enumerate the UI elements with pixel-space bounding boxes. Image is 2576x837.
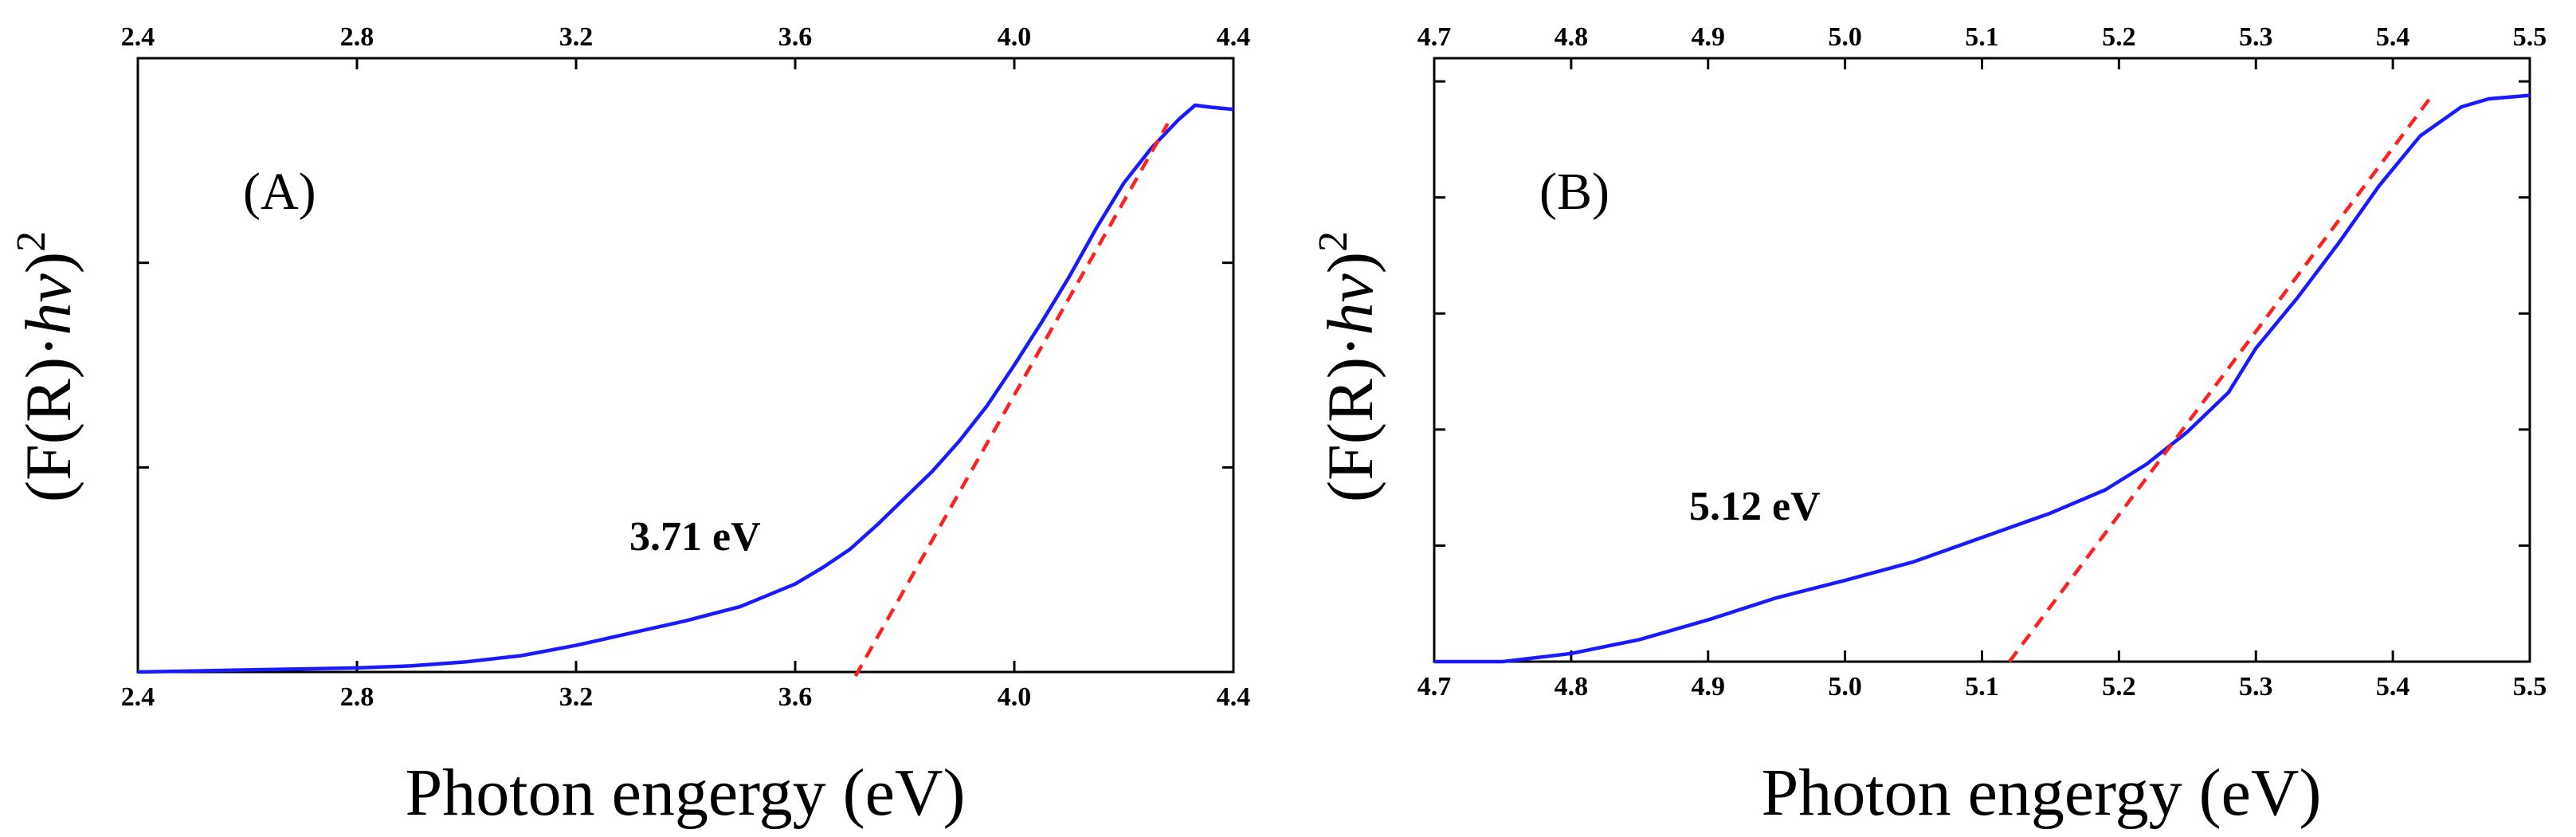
panel-a-x-tick-label-top: 4.0 [998, 22, 1032, 52]
panel-a-frame [136, 57, 1235, 674]
panel-a-x-tick-label: 3.2 [559, 682, 594, 712]
panel-a-top-tick-labels: 2.4 2.8 3.2 3.6 4.0 4.4 [121, 22, 1251, 52]
panel-b-x-axis-title: Photon engergy (eV) [1762, 756, 2322, 830]
panel-b-x-tick-label: 5.4 [2376, 672, 2410, 701]
panel-a-label: (A) [243, 163, 316, 221]
panel-b-x-tick-label-top: 5.5 [2513, 22, 2547, 52]
panel-b-bottom-ticks [1433, 650, 2531, 662]
panel-b-x-tick-label-top: 5.3 [2239, 22, 2273, 52]
panel-b-absorption-curve [1434, 93, 2531, 664]
panel-b-frame [1433, 57, 2531, 663]
panel-a-bottom-ticks [136, 661, 1235, 672]
panel-b-x-tick-label-top: 4.9 [1692, 22, 1726, 52]
panel-b-bandgap-annotation: 5.12 eV [1689, 484, 1821, 529]
panel-b-top-ticks [1433, 58, 2531, 69]
panel-b-x-tick-label: 5.1 [1965, 672, 1999, 701]
panel-b-x-tick-label: 4.7 [1417, 672, 1452, 701]
panel-a-y-axis-title: (F(R)·hv)2 [9, 231, 84, 502]
panel-a-absorption-curve [137, 103, 1234, 674]
panel-a-x-tick-label: 2.8 [340, 682, 374, 712]
panel-a-x-axis-title: Photon engergy (eV) [406, 756, 966, 830]
panel-b-x-tick-label: 5.2 [2102, 672, 2136, 701]
panel-b-x-tick-label: 4.8 [1555, 672, 1589, 701]
panel-a-y-ticks [138, 57, 1233, 469]
panel-a-x-tick-label: 4.4 [1217, 682, 1251, 712]
panel-b-x-tick-label-top: 4.7 [1417, 22, 1452, 52]
panel-b-x-tick-label-top: 5.1 [1965, 22, 1999, 52]
panel-a: 2.4 2.8 3.2 3.6 4.0 4.4 2.4 2.8 3.2 3.6 4.0 4.4 (A… [9, 22, 1250, 830]
panel-b-y-axis-title: (F(R)·hv)2 [1311, 231, 1386, 502]
panel-b-x-tick-label: 5.5 [2513, 672, 2547, 701]
panel-a-x-tick-label-top: 3.2 [559, 22, 594, 52]
panel-b-x-tick-label: 4.9 [1692, 672, 1726, 701]
panel-b-bottom-tick-labels: 4.7 4.8 4.9 5.0 5.1 5.2 5.3 5.4 5.5 [1417, 672, 2547, 701]
panel-a-x-tick-label: 3.6 [778, 682, 813, 712]
panel-a-top-ticks [136, 58, 1235, 69]
panel-b-top-tick-labels: 4.7 4.8 4.9 5.0 5.1 5.2 5.3 5.4 5.5 [1417, 22, 2547, 52]
panel-b-label: (B) [1539, 163, 1610, 221]
panel-b-tangent-line [2008, 92, 2436, 663]
panel-a-bandgap-annotation: 3.71 eV [629, 514, 761, 560]
panel-a-x-tick-label-top: 2.4 [121, 22, 155, 52]
panel-b-x-tick-label: 5.3 [2239, 672, 2273, 701]
panel-a-x-tick-label-top: 3.6 [778, 22, 813, 52]
panel-b: 4.7 4.8 4.9 5.0 5.1 5.2 5.3 5.4 5.5 4.7 4.8 4.9 5.0… [1311, 22, 2547, 830]
panel-a-bottom-tick-labels: 2.4 2.8 3.2 3.6 4.0 4.4 [121, 682, 1251, 712]
panel-a-x-tick-label: 2.4 [121, 682, 155, 712]
panel-b-x-tick-label-top: 5.4 [2376, 22, 2410, 52]
panel-b-x-tick-label-top: 4.8 [1555, 22, 1589, 52]
panel-a-tangent-line [853, 123, 1170, 678]
panel-b-x-tick-label: 5.0 [1828, 672, 1862, 701]
panel-a-x-tick-label-top: 4.4 [1217, 22, 1251, 52]
panel-a-x-tick-label: 4.0 [998, 682, 1032, 712]
panel-b-x-tick-label-top: 5.2 [2102, 22, 2136, 52]
panel-b-y-ticks [1434, 80, 2530, 547]
panel-a-x-tick-label-top: 2.8 [340, 22, 374, 52]
panel-b-x-tick-label-top: 5.0 [1828, 22, 1862, 52]
